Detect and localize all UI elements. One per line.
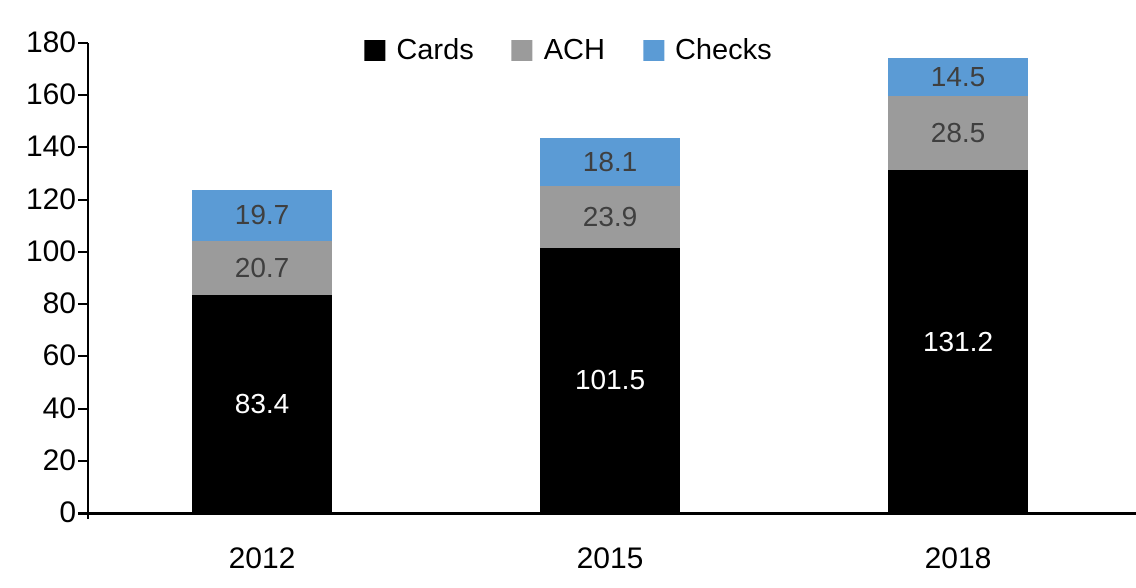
legend-label: ACH	[543, 34, 605, 66]
bar-data-label: 131.2	[922, 325, 994, 357]
legend-label: Cards	[396, 34, 474, 66]
bar-data-label: 20.7	[234, 252, 290, 284]
bar-data-label: 14.5	[930, 61, 986, 93]
x-axis-line	[78, 512, 1136, 515]
chart-legend: Cards ACH Checks	[364, 34, 772, 66]
y-tick-mark	[78, 94, 88, 97]
legend-item-cards: Cards	[364, 34, 474, 66]
y-tick-label: 40	[42, 391, 76, 425]
y-tick-mark	[78, 42, 88, 44]
bar-data-label: 101.5	[574, 364, 646, 396]
y-tick-mark	[78, 146, 88, 149]
bar-segment-2012-ach: 20.7	[192, 241, 332, 296]
y-tick-label: 80	[42, 287, 76, 321]
y-tick-label: 160	[25, 78, 76, 112]
y-tick-mark	[78, 198, 88, 201]
legend-swatch-icon	[511, 40, 533, 61]
y-tick-mark	[78, 407, 88, 410]
bar-data-label: 18.1	[582, 145, 638, 177]
bar-segment-2015-cards: 101.5	[540, 247, 680, 513]
x-tick-label: 2018	[924, 542, 992, 575]
y-tick-mark	[78, 459, 88, 462]
y-tick-mark	[78, 250, 88, 253]
bar-data-label: 83.4	[234, 388, 290, 420]
y-tick-label: 120	[25, 182, 76, 216]
legend-item-checks: Checks	[642, 34, 772, 66]
x-tick-label: 2015	[576, 542, 644, 575]
bar-data-label: 23.9	[582, 200, 638, 232]
bar-segment-2015-checks: 18.1	[540, 138, 680, 186]
legend-item-ach: ACH	[511, 34, 605, 66]
y-tick-label: 60	[42, 339, 76, 373]
y-tick-label: 140	[25, 130, 76, 164]
x-tick-label: 2012	[228, 542, 296, 575]
y-tick-label: 0	[59, 496, 76, 529]
bar-data-label: 28.5	[930, 117, 986, 149]
legend-swatch-icon	[364, 40, 386, 61]
y-tick-mark	[78, 303, 88, 306]
bar-segment-2018-checks: 14.5	[888, 58, 1028, 97]
bar-segment-2015-ach: 23.9	[540, 185, 680, 248]
bar-data-label: 19.7	[234, 199, 290, 231]
legend-swatch-icon	[642, 40, 664, 61]
y-axis-line	[87, 43, 89, 519]
y-tick-mark	[78, 355, 88, 358]
bar-segment-2018-ach: 28.5	[888, 96, 1028, 171]
bar-segment-2018-cards: 131.2	[888, 170, 1028, 513]
bar-segment-2012-checks: 19.7	[192, 189, 332, 242]
y-tick-label: 20	[42, 443, 76, 477]
legend-label: Checks	[674, 34, 772, 66]
bar-segment-2012-cards: 83.4	[192, 295, 332, 513]
y-tick-label: 100	[25, 234, 76, 268]
y-tick-label: 180	[25, 26, 76, 59]
